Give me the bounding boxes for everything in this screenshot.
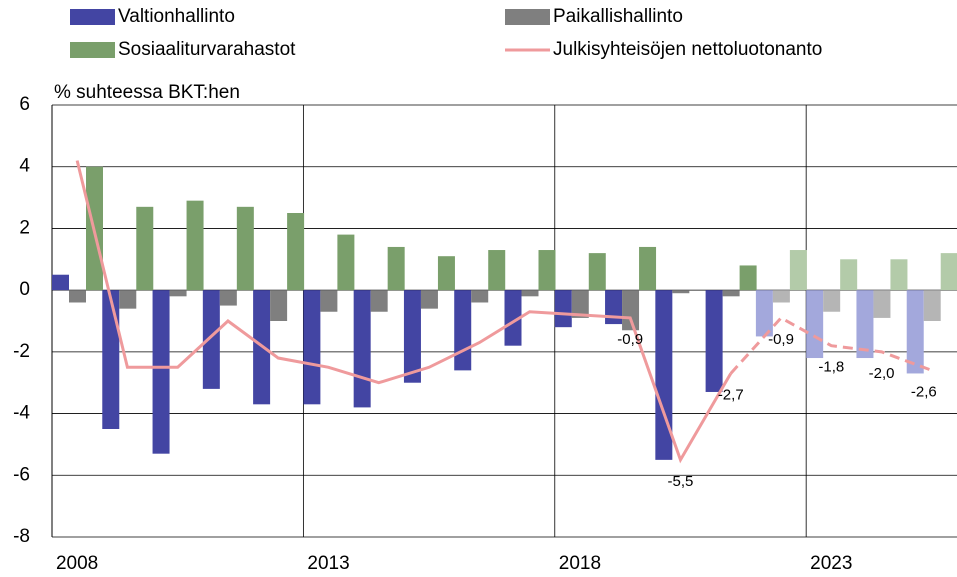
- legend-label: Julkisyhteisöjen nettoluotonanto: [553, 39, 822, 60]
- bar: [672, 290, 690, 294]
- bar: [722, 290, 740, 297]
- bar: [605, 290, 623, 325]
- bar: [873, 290, 891, 318]
- x-tick-label: 2013: [307, 553, 349, 574]
- bar: [403, 290, 421, 383]
- bar: [622, 290, 640, 331]
- bar: [370, 290, 388, 312]
- data-label: -0,9: [768, 331, 794, 348]
- bar: [202, 290, 220, 389]
- bar: [588, 253, 606, 291]
- y-axis-label: % suhteessa BKT:hen: [54, 82, 240, 103]
- bar: [320, 290, 338, 312]
- legend-label: Sosiaaliturvarahastot: [118, 39, 296, 60]
- bar: [923, 290, 941, 321]
- bar: [387, 246, 405, 291]
- bar: [420, 290, 438, 309]
- bar: [287, 213, 305, 291]
- bar: [186, 200, 204, 291]
- bar: [538, 250, 556, 291]
- legend-swatch: [70, 9, 115, 25]
- y-tick-label: -4: [13, 403, 30, 424]
- line: [75, 160, 733, 464]
- bar: [119, 290, 137, 309]
- data-label: -0,9: [617, 331, 643, 348]
- y-tick-label: 2: [19, 217, 30, 238]
- legend-swatch: [70, 42, 115, 58]
- bar: [554, 290, 572, 328]
- bar: [739, 265, 757, 291]
- legend-label: Valtionhallinto: [118, 6, 235, 27]
- y-tick-label: 0: [19, 279, 30, 300]
- bar: [488, 250, 506, 291]
- bar: [890, 259, 908, 291]
- bar: [102, 290, 120, 429]
- bar: [152, 290, 170, 454]
- bar: [471, 290, 489, 303]
- data-label: -2,6: [911, 383, 937, 400]
- bar: [789, 250, 807, 291]
- bar: [772, 290, 790, 303]
- bar: [823, 290, 841, 312]
- bar: [236, 206, 254, 291]
- x-tick-label: 2023: [810, 553, 852, 574]
- y-tick-label: -2: [13, 341, 30, 362]
- bar: [655, 290, 673, 460]
- bar: [571, 290, 589, 318]
- bar: [639, 246, 657, 291]
- bar: [169, 290, 187, 297]
- bar: [755, 290, 773, 337]
- bar: [906, 290, 924, 374]
- bar: [454, 290, 472, 371]
- bar: [353, 290, 371, 408]
- y-tick-label: 6: [19, 94, 30, 115]
- bar: [303, 290, 321, 405]
- bar: [705, 290, 723, 392]
- bar: [806, 290, 824, 359]
- legend-swatch: [505, 9, 550, 25]
- bar: [856, 290, 874, 359]
- bar: [219, 290, 237, 306]
- bar: [52, 274, 69, 291]
- bar: [940, 253, 957, 291]
- bar: [437, 256, 455, 291]
- x-tick-label: 2008: [56, 553, 98, 574]
- data-label: -1,8: [818, 359, 844, 376]
- x-tick-label: 2018: [559, 553, 601, 574]
- bar: [270, 290, 288, 321]
- data-label: -5,5: [668, 473, 694, 490]
- bar: [840, 259, 858, 291]
- bar: [69, 290, 86, 303]
- bar: [521, 290, 539, 297]
- line: [729, 316, 933, 375]
- bar: [504, 290, 522, 346]
- bar: [337, 234, 355, 291]
- legend-label: Paikallishallinto: [553, 6, 683, 27]
- y-tick-label: -8: [13, 526, 30, 547]
- y-tick-label: -6: [13, 464, 30, 485]
- y-tick-label: 4: [19, 156, 30, 177]
- data-label: -2,7: [718, 386, 744, 403]
- bar: [136, 206, 154, 291]
- data-label: -2,0: [869, 365, 895, 382]
